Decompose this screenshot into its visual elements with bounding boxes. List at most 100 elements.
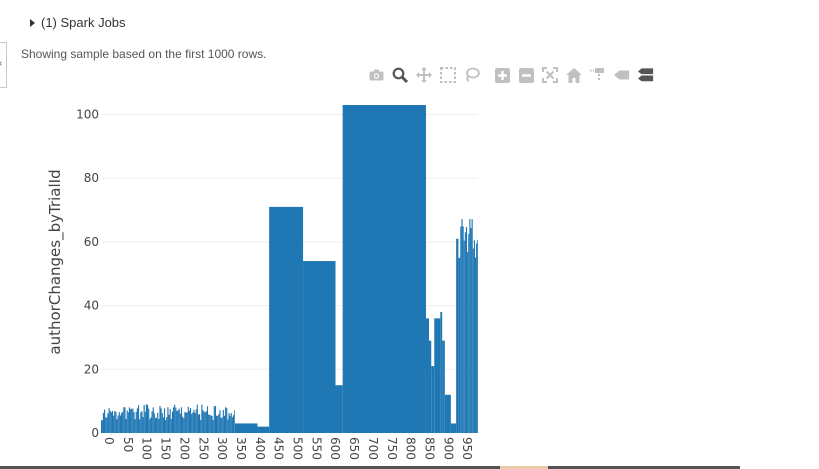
bar[interactable] xyxy=(143,404,145,433)
bar[interactable] xyxy=(149,419,151,433)
bar[interactable] xyxy=(152,407,154,433)
bar[interactable] xyxy=(460,226,462,433)
bar[interactable] xyxy=(197,414,200,433)
lasso-select-icon[interactable] xyxy=(464,67,480,83)
bar[interactable] xyxy=(106,417,108,433)
bar[interactable] xyxy=(132,408,134,433)
bar[interactable] xyxy=(170,418,172,433)
bar[interactable] xyxy=(257,426,270,433)
bar[interactable] xyxy=(160,408,162,433)
bar[interactable] xyxy=(163,408,166,433)
bar[interactable] xyxy=(461,219,463,433)
bar[interactable] xyxy=(105,417,107,433)
bar[interactable] xyxy=(124,407,126,433)
bar[interactable] xyxy=(146,404,149,433)
box-select-icon[interactable] xyxy=(440,67,456,83)
bar[interactable] xyxy=(464,232,466,433)
bar[interactable] xyxy=(220,418,222,433)
bar[interactable] xyxy=(473,240,475,433)
bar[interactable] xyxy=(111,411,114,433)
bar[interactable] xyxy=(200,419,202,433)
reset-axes-icon[interactable] xyxy=(566,67,582,83)
bar[interactable] xyxy=(102,413,105,433)
bar[interactable] xyxy=(444,394,451,433)
bar[interactable] xyxy=(465,227,468,433)
bar[interactable] xyxy=(213,406,215,433)
bar[interactable] xyxy=(476,243,478,433)
bar[interactable] xyxy=(144,411,146,433)
bar[interactable] xyxy=(469,219,471,433)
bar[interactable] xyxy=(228,413,230,433)
bar[interactable] xyxy=(165,419,167,433)
bar[interactable] xyxy=(131,408,133,433)
bar[interactable] xyxy=(214,406,216,433)
bar[interactable] xyxy=(120,413,123,433)
bar[interactable] xyxy=(201,404,203,433)
bar[interactable] xyxy=(434,318,441,433)
bar[interactable] xyxy=(145,404,147,433)
bar[interactable] xyxy=(161,413,163,433)
bar[interactable] xyxy=(126,410,128,433)
bar[interactable] xyxy=(135,411,137,433)
sidebar-collapse-tab[interactable]: ‹ xyxy=(0,42,7,88)
bar[interactable] xyxy=(223,415,226,433)
bar[interactable] xyxy=(221,417,223,433)
bar[interactable] xyxy=(231,417,233,433)
zoom-in-icon[interactable] xyxy=(494,67,510,83)
bar[interactable] xyxy=(208,414,210,433)
bar[interactable] xyxy=(462,226,464,433)
bar[interactable] xyxy=(189,408,192,433)
bar[interactable] xyxy=(148,408,150,433)
bar[interactable] xyxy=(232,415,235,433)
bar[interactable] xyxy=(101,420,103,433)
bar[interactable] xyxy=(204,412,206,433)
bar[interactable] xyxy=(156,417,158,433)
bar[interactable] xyxy=(467,252,469,433)
bar[interactable] xyxy=(141,411,143,433)
bar[interactable] xyxy=(130,409,132,433)
bar[interactable] xyxy=(199,414,201,433)
bar[interactable] xyxy=(119,415,121,433)
bar[interactable] xyxy=(122,411,124,433)
bar[interactable] xyxy=(157,412,159,433)
bar[interactable] xyxy=(116,419,118,433)
bar[interactable] xyxy=(139,419,141,433)
bar[interactable] xyxy=(174,404,176,433)
bar[interactable] xyxy=(173,407,175,433)
bar[interactable] xyxy=(205,411,207,433)
bar[interactable] xyxy=(180,407,183,433)
bar[interactable] xyxy=(463,240,465,433)
bar[interactable] xyxy=(210,415,212,433)
bar[interactable] xyxy=(166,417,168,433)
bar[interactable] xyxy=(192,412,194,433)
bar[interactable] xyxy=(470,228,472,433)
bar[interactable] xyxy=(178,408,180,433)
bar[interactable] xyxy=(195,409,197,433)
bar[interactable] xyxy=(154,418,157,433)
spike-lines-icon[interactable] xyxy=(590,67,606,83)
bar[interactable] xyxy=(218,414,220,433)
bar[interactable] xyxy=(125,419,127,433)
bar[interactable] xyxy=(183,418,185,433)
bar[interactable] xyxy=(133,412,135,433)
bar[interactable] xyxy=(128,407,131,433)
bar[interactable] xyxy=(191,413,193,433)
bar[interactable] xyxy=(458,257,461,433)
bar[interactable] xyxy=(123,407,125,433)
bar[interactable] xyxy=(222,409,224,433)
bar[interactable] xyxy=(110,412,112,433)
bar[interactable] xyxy=(229,415,231,433)
bar[interactable] xyxy=(176,410,178,433)
bar[interactable] xyxy=(234,410,235,433)
bar[interactable] xyxy=(440,311,443,433)
bar[interactable] xyxy=(175,407,177,433)
bar[interactable] xyxy=(187,406,189,433)
bar[interactable] xyxy=(477,240,478,433)
bar[interactable] xyxy=(184,412,186,433)
bar[interactable] xyxy=(194,412,196,433)
bar[interactable] xyxy=(179,413,181,433)
bar[interactable] xyxy=(471,219,473,433)
bar[interactable] xyxy=(115,411,117,433)
bar[interactable] xyxy=(109,411,111,433)
bar[interactable] xyxy=(177,410,179,433)
